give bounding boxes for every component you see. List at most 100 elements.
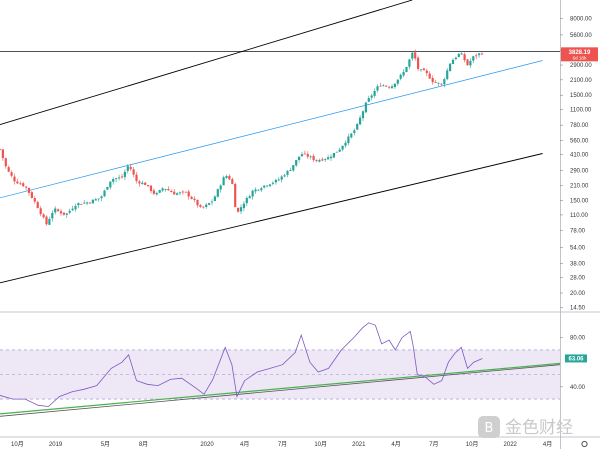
candle-body (222, 177, 225, 186)
settings-gear-icon[interactable] (581, 440, 588, 448)
candle-body (396, 79, 399, 84)
candle-body (350, 133, 353, 138)
candle-body (7, 167, 10, 172)
time-tick-label: 2019 (49, 442, 63, 448)
rsi-trendline-grey[interactable] (0, 364, 561, 417)
candle-body (292, 165, 295, 171)
rsi-trendlines[interactable] (0, 362, 561, 417)
time-tick-label: 4月 (240, 441, 249, 448)
candle-body (373, 91, 376, 96)
candle-body (57, 209, 60, 211)
price-tick-label: 8000.00 (570, 17, 592, 23)
candle-body (216, 189, 219, 197)
rsi-trendline-green[interactable] (0, 362, 561, 415)
candle-body (138, 181, 141, 184)
time-tick-label: 10月 (466, 441, 479, 448)
watermark-text: 金色财经 (505, 418, 573, 438)
candle-body (318, 160, 321, 162)
candle-body (144, 182, 147, 185)
price-pane[interactable] (0, 0, 560, 284)
candle-body (475, 55, 478, 57)
candle-body (190, 196, 193, 199)
price-tick-label: 150.00 (570, 199, 589, 205)
candle-body (205, 204, 208, 207)
candle-body (385, 85, 388, 87)
price-tick-label: 410.00 (570, 153, 589, 159)
candle-body (213, 196, 216, 201)
candle-body (86, 202, 89, 204)
candle-body (187, 191, 190, 197)
candle-body (428, 73, 431, 79)
price-tick-label: 110.00 (570, 213, 589, 219)
candle-body (283, 175, 286, 177)
candle-body (332, 153, 335, 158)
candle-body (417, 57, 420, 69)
candle-body (167, 189, 170, 191)
candle-body (74, 206, 77, 210)
candle-body (147, 185, 150, 186)
candle-body (219, 185, 222, 190)
candle-body (51, 213, 54, 219)
candle-body (54, 208, 57, 213)
current-price-badge (561, 47, 598, 62)
candle-body (257, 189, 260, 191)
candle-body (248, 196, 251, 199)
candle-body (239, 207, 243, 212)
candle-body (10, 172, 13, 176)
candle-body (149, 185, 153, 192)
candle-body (469, 61, 472, 66)
candle-body (181, 191, 184, 193)
candle-body (338, 149, 341, 152)
candle-body (422, 68, 425, 71)
channel-lower-line[interactable] (0, 153, 543, 284)
candle-body (129, 166, 132, 170)
candle-body (315, 159, 318, 161)
candle-body (115, 178, 118, 180)
candle-body (91, 199, 94, 204)
price-channel-lines[interactable] (0, 0, 543, 284)
time-tick-label: 5月 (101, 441, 110, 448)
candle-body (68, 210, 71, 213)
candle-body (231, 179, 234, 184)
time-tick-label: 10月 (11, 441, 24, 448)
rsi-pane[interactable] (0, 322, 561, 417)
time-tick-label: 4月 (391, 441, 400, 448)
candle-body (419, 69, 423, 71)
candle-body (405, 67, 408, 72)
candle-body (309, 156, 312, 158)
candle-body (367, 98, 370, 102)
rsi-axis[interactable]: 80.00 40.00 63.06 (560, 336, 587, 391)
candle-body (393, 83, 396, 87)
candle-body (341, 145, 344, 150)
candle-body (152, 190, 155, 194)
candle-body (274, 179, 277, 183)
channel-upper-line[interactable] (0, 0, 413, 126)
candle-body (135, 174, 138, 182)
candle-body (42, 214, 45, 218)
time-tick-label: 2022 (504, 442, 518, 448)
candle-body (379, 85, 382, 87)
candle-body (298, 156, 301, 160)
candle-body (266, 185, 269, 187)
candle-body (446, 70, 449, 80)
candle-body (112, 179, 115, 182)
candle-body (178, 192, 182, 194)
candle-body (353, 130, 356, 133)
channel-mid-line[interactable] (0, 60, 543, 199)
candle-body (431, 78, 434, 83)
candle-body (155, 192, 158, 195)
current-price-label: 3828.19 (569, 50, 591, 56)
time-axis[interactable]: 10月 2019 5月 8月 2020 4月 7月 10月 2021 4月 7月 10月 2022 4月 (11, 441, 552, 448)
candle-body (286, 170, 289, 175)
time-tick-label: 4月 (543, 441, 552, 448)
time-tick-label: 2020 (200, 442, 214, 448)
candle-body (39, 208, 42, 215)
candle-body (0, 149, 2, 151)
price-tick-label: 1500.00 (570, 93, 592, 99)
candle-body (30, 192, 33, 198)
candle-body (13, 176, 16, 182)
candle-body (210, 201, 214, 203)
